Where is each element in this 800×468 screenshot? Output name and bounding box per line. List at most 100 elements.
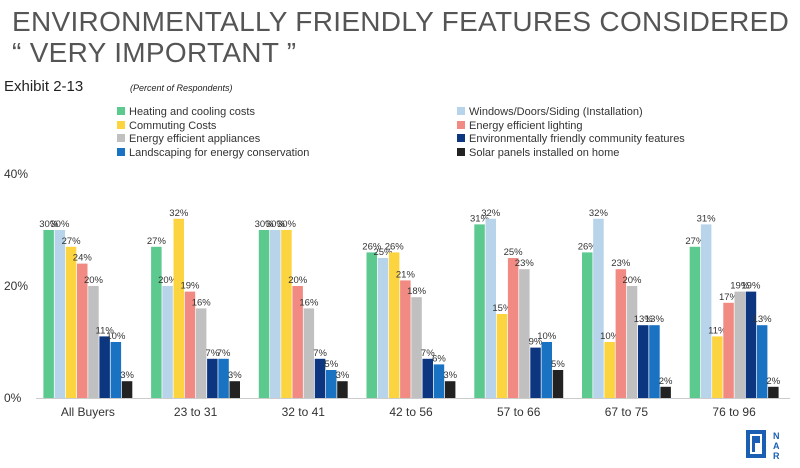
bar (507, 258, 519, 398)
legend-swatch (117, 107, 125, 115)
bar (162, 286, 173, 398)
bar (270, 230, 281, 398)
bar (626, 286, 638, 398)
data-label: 32% (169, 208, 189, 219)
legend-item: Heating and cooling costs (117, 106, 255, 119)
legend-item: Energy efficient appliances (117, 133, 260, 146)
data-label: 23% (515, 258, 535, 269)
nar-logo: N A R (745, 428, 797, 462)
bar (768, 386, 779, 398)
exhibit-label: Exhibit 2-13 (4, 78, 84, 95)
x-tick-label: All Buyers (61, 405, 115, 419)
legend-label: Landscaping for energy conservation (129, 146, 310, 159)
data-label: 3% (443, 370, 457, 381)
data-label: 13% (645, 314, 665, 325)
data-label: 3% (228, 370, 242, 381)
legend-swatch (457, 134, 465, 142)
legend-swatch (457, 120, 465, 129)
data-label: 32% (589, 208, 609, 219)
legend-item: Landscaping for energy conservation (117, 147, 309, 160)
data-label: 20% (622, 275, 642, 286)
bar (184, 291, 196, 398)
bar (552, 370, 564, 398)
data-label: 5% (551, 359, 565, 370)
bar (65, 246, 77, 398)
legend-label: Windows/Doors/Siding (Installation) (469, 106, 643, 118)
y-tick-label: 20% (4, 279, 28, 293)
legend-swatch (117, 134, 125, 142)
data-label: 6% (432, 353, 446, 364)
data-label: 13% (753, 314, 773, 325)
bar (99, 336, 110, 398)
bar (388, 252, 400, 398)
data-label: 7% (421, 348, 435, 359)
bar (723, 302, 734, 398)
legend-label: Environmentally friendly community featu… (469, 133, 685, 145)
data-label: 10% (537, 331, 557, 342)
data-label: 16% (192, 297, 212, 308)
x-tick-label: 23 to 31 (174, 405, 218, 419)
x-tick-label: 57 to 66 (497, 405, 541, 419)
nar-logo-letter-r: R (773, 451, 780, 461)
data-label: 30% (255, 219, 275, 230)
data-label: 20% (288, 275, 308, 286)
data-label: 26% (578, 241, 598, 252)
bar (207, 358, 218, 398)
data-label: 7% (217, 348, 231, 359)
bar (411, 297, 422, 398)
bar (638, 325, 649, 398)
legend: Heating and cooling costs Commuting Costs… (117, 106, 757, 166)
legend-swatch (457, 107, 465, 115)
bar (218, 358, 229, 398)
data-label: 2% (659, 376, 673, 387)
data-label: 21% (396, 269, 416, 280)
data-label: 17% (719, 292, 739, 303)
y-tick-label: 0% (4, 391, 22, 405)
bar (474, 224, 485, 398)
bar (151, 246, 162, 398)
legend-swatch (117, 147, 125, 156)
bar (582, 252, 593, 398)
data-label: 5% (324, 359, 338, 370)
chart-subtitle: (Percent of Respondents) (130, 83, 233, 93)
data-label: 24% (73, 253, 93, 264)
data-label: 27% (147, 236, 167, 247)
legend-item: Commuting Costs (117, 120, 216, 133)
data-label: 3% (120, 370, 134, 381)
data-label: 26% (362, 241, 382, 252)
bar (314, 358, 326, 398)
legend-swatch (117, 120, 125, 129)
bar (649, 325, 660, 398)
data-label: 19% (180, 281, 200, 292)
data-label: 18% (407, 286, 427, 297)
bar (444, 381, 456, 398)
bar (604, 342, 615, 398)
data-label: 10% (600, 331, 620, 342)
bar (660, 386, 671, 398)
data-label: 19% (741, 281, 761, 292)
data-label: 10% (106, 331, 126, 342)
bar (366, 252, 377, 398)
bar (519, 269, 530, 398)
legend-item: Energy efficient lighting (457, 120, 583, 133)
bar (400, 280, 411, 398)
bar (258, 230, 270, 398)
bar (734, 291, 745, 398)
data-label: 30% (266, 219, 286, 230)
legend-label: Energy efficient lighting (469, 119, 583, 132)
data-label: 20% (158, 275, 178, 286)
data-label: 11% (708, 325, 727, 336)
bar (281, 230, 292, 398)
data-label: 26% (385, 241, 405, 252)
x-tick-label: 67 to 75 (605, 405, 649, 419)
chart-title: ENVIRONMENTALLY FRIENDLY FEATURES CONSID… (12, 6, 790, 68)
data-label: 7% (313, 348, 327, 359)
bar (377, 258, 389, 398)
bar (110, 342, 122, 398)
bar (756, 325, 768, 398)
legend-item: Windows/Doors/Siding (Installation) (457, 106, 643, 119)
bar (541, 342, 552, 398)
bar (689, 246, 701, 398)
data-label: 16% (299, 297, 319, 308)
